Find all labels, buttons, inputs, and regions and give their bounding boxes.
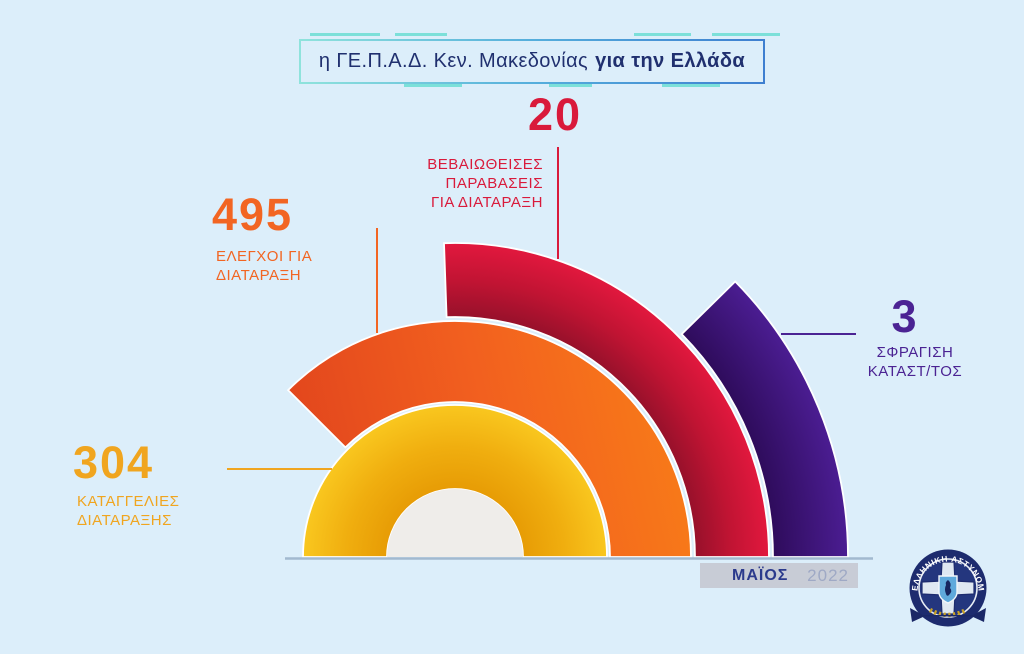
title-dash (712, 33, 780, 36)
violations-label: ΒΕΒΑΙΩΘΕΙΣΕΣ ΠΑΡΑΒΑΣΕΙΣ ΓΙΑ ΔΙΑΤΑΡΑΞΗ (427, 156, 543, 211)
badge-month: ΜΑΪΟΣ (732, 566, 789, 584)
title-dash (404, 84, 462, 87)
complaints-label: ΚΑΤΑΓΓΕΛΙΕΣ ΔΙΑΤΑΡΑΞΗΣ (77, 493, 180, 529)
title-box: η ΓΕ.Π.Α.Δ. Κεν. Μακεδονίας για την Ελλά… (299, 39, 765, 84)
badge-year: 2022 (807, 565, 849, 585)
title-dash (395, 33, 447, 36)
violations-value: 20 (527, 89, 583, 140)
sealings-label: ΣΦΡΑΓΙΣΗ ΚΑΤΑΣΤ/ΤΟΣ (867, 344, 963, 380)
complaints-value: 304 (73, 437, 155, 488)
title-prefix: η ΓΕ.Π.Α.Δ. Κεν. Μακεδονίας (318, 50, 589, 72)
arc-sealings-3 (680, 280, 849, 558)
center-hole (387, 489, 523, 557)
arc-violations-20 (443, 242, 770, 558)
title-dash (662, 84, 720, 87)
sealings-value: 3 (891, 291, 919, 342)
title-dash (549, 84, 592, 87)
arc-inspections-495 (286, 320, 692, 558)
title-dash (634, 33, 691, 36)
period-badge: ΜΑΪΟΣ 2022 (700, 563, 858, 588)
title-emphasis: για την Ελλάδα (595, 50, 746, 72)
inspections-label: ΕΛΕΓΧΟΙ ΓΙΑ ΔΙΑΤΑΡΑΞΗ (216, 248, 313, 284)
inspections-value: 495 (212, 189, 294, 240)
hellenic-police-logo-icon: ΕΛΛΗΝΙΚΗ ΑΣΤΥΝΟΜΙΑ (903, 547, 987, 627)
title-dash (310, 33, 380, 36)
